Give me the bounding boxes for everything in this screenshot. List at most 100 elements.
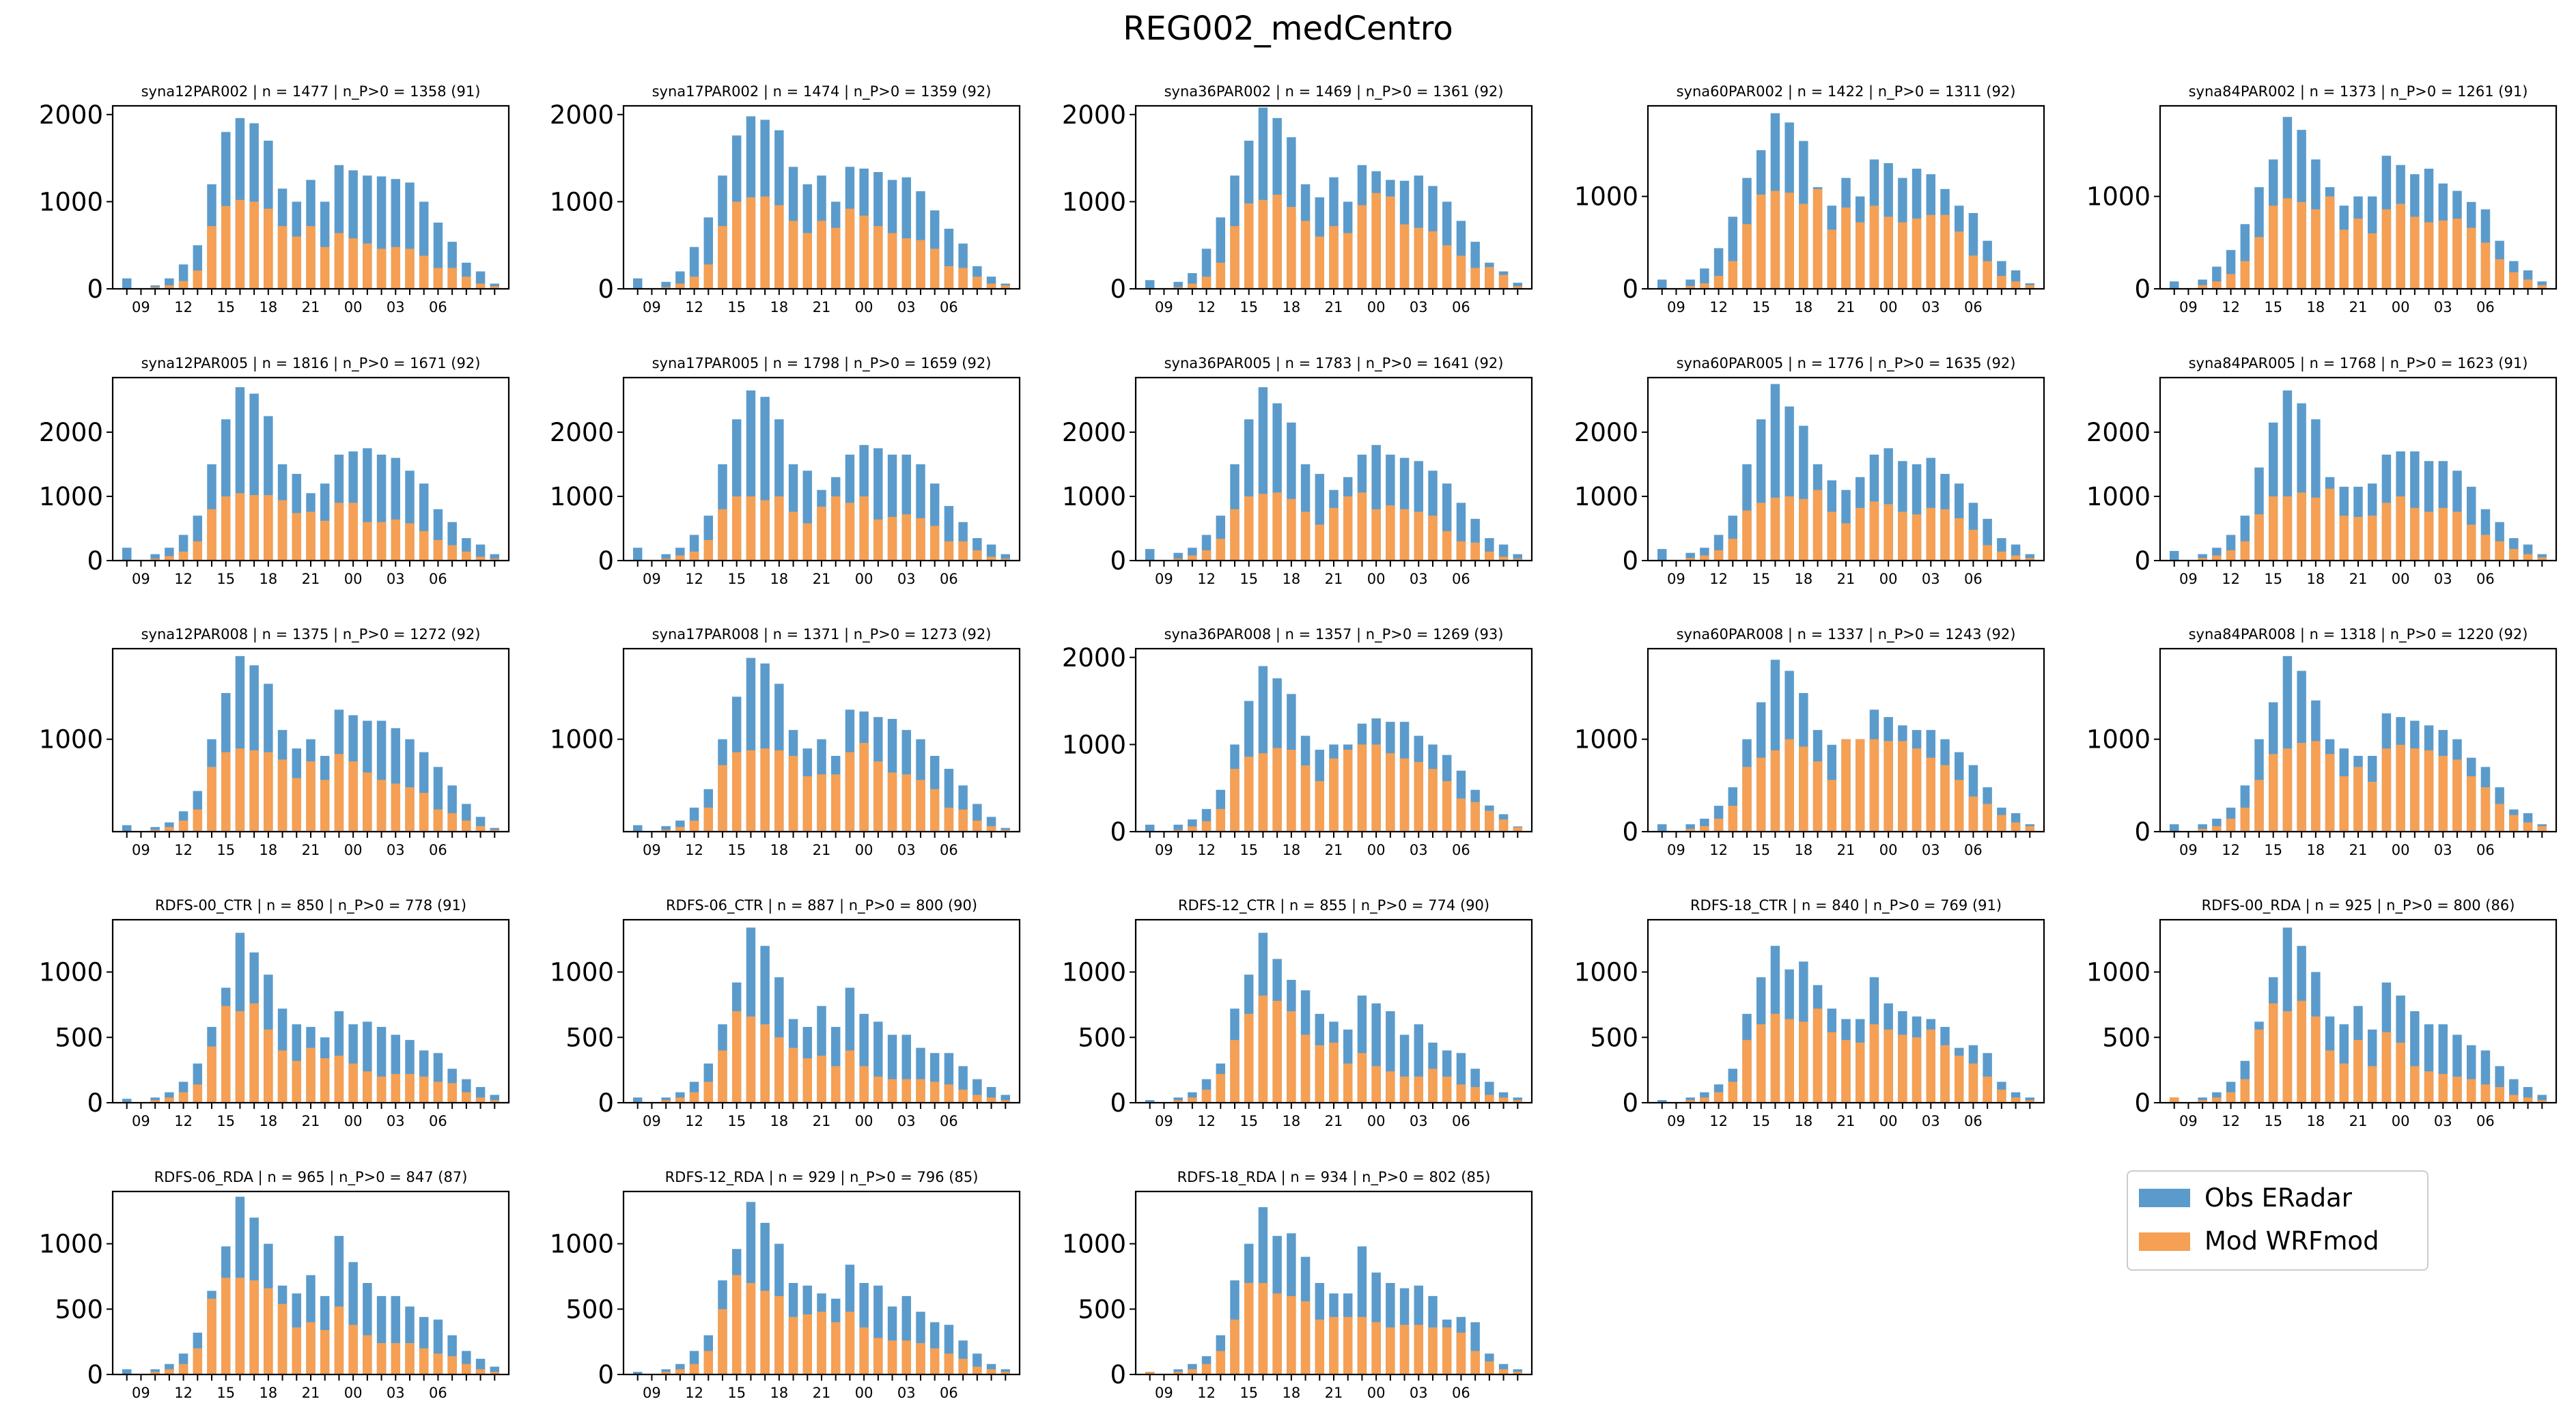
mod-bar <box>419 1348 429 1374</box>
x-tick-label: 12 <box>685 1113 703 1129</box>
mod-bar <box>1000 1100 1011 1103</box>
mod-bar <box>1386 196 1395 289</box>
subplot-title: syna36PAR008 | n = 1357 | n_P>0 = 1269 (… <box>1164 626 1504 643</box>
x-tick-label: 12 <box>685 1385 703 1401</box>
x-tick-label: 18 <box>1282 842 1300 858</box>
mod-bar <box>2367 233 2377 289</box>
mod-bar <box>2025 558 2035 561</box>
x-tick-label: 15 <box>1752 299 1770 315</box>
mod-bar <box>1884 504 1893 561</box>
mod-bar <box>675 283 685 289</box>
mod-bar <box>1884 741 1893 832</box>
mod-bar <box>830 496 841 561</box>
mod-bar <box>859 496 869 561</box>
x-tick-label: 06 <box>940 299 958 315</box>
mod-bar <box>1742 1040 1752 1103</box>
mod-bar <box>150 559 160 561</box>
x-tick-label: 12 <box>685 842 703 858</box>
mod-bar <box>760 196 770 289</box>
obs-bar <box>1513 554 1523 561</box>
mod-bar <box>788 511 798 561</box>
x-tick-label: 06 <box>1452 571 1470 587</box>
x-tick-label: 18 <box>1282 1113 1300 1129</box>
y-tick-label: 2000 <box>39 100 103 130</box>
y-tick-label: 500 <box>55 1295 103 1324</box>
mod-bar <box>320 1329 330 1374</box>
mod-bar <box>1912 748 1922 832</box>
mod-bar <box>320 520 330 561</box>
mod-bar <box>292 513 302 561</box>
x-tick-label: 12 <box>1709 571 1728 587</box>
mod-bar <box>348 1063 358 1103</box>
mod-bar <box>391 1073 401 1103</box>
obs-bar <box>632 1097 643 1103</box>
x-tick-label: 03 <box>1922 842 1940 858</box>
x-tick-label: 06 <box>1452 1113 1470 1129</box>
mod-bar <box>1456 1084 1466 1103</box>
mod-bar <box>958 1089 968 1103</box>
mod-bar <box>901 1079 912 1103</box>
mod-bar <box>334 1056 344 1103</box>
mod-bar <box>1258 199 1268 289</box>
obs-bar <box>1685 552 1695 561</box>
mod-bar <box>1287 1011 1296 1103</box>
x-tick-label: 06 <box>1964 1113 1983 1129</box>
mod-bar <box>292 236 302 289</box>
subplot: syna17PAR002 | n = 1474 | n_P>0 = 1359 (… <box>550 83 1021 315</box>
y-tick-label: 1000 <box>1062 187 1126 216</box>
mod-bar <box>1357 492 1367 561</box>
mod-bar <box>1173 1100 1183 1103</box>
mod-bar <box>901 774 912 832</box>
mod-bar <box>2466 227 2476 289</box>
mod-bar <box>1272 195 1282 289</box>
mod-bar <box>873 1338 883 1374</box>
mod-bar <box>1428 231 1438 289</box>
mod-bar <box>1997 1089 2006 1103</box>
mod-bar <box>873 761 883 832</box>
mod-bar <box>2452 759 2462 832</box>
mod-bar <box>433 1353 443 1374</box>
x-tick-label: 03 <box>897 1385 916 1401</box>
x-tick-label: 03 <box>2434 842 2452 858</box>
mod-bar <box>1954 1056 1964 1103</box>
x-tick-label: 21 <box>813 842 831 858</box>
obs-bar <box>2169 281 2179 289</box>
mod-bar <box>1329 1316 1339 1374</box>
mod-bar <box>2495 1087 2504 1103</box>
mod-bar <box>1485 551 1494 561</box>
mod-bar <box>2339 1063 2349 1103</box>
mod-bar <box>1841 1040 1851 1103</box>
x-tick-label: 06 <box>940 1385 958 1401</box>
x-tick-label: 00 <box>344 571 363 587</box>
mod-bar <box>178 820 188 832</box>
mod-bar <box>2011 555 2021 561</box>
subplot-title: syna36PAR002 | n = 1469 | n_P>0 = 1361 (… <box>1164 83 1504 100</box>
x-tick-label: 00 <box>344 1113 363 1129</box>
mod-bar <box>1386 1071 1395 1103</box>
mod-bar <box>1357 1316 1367 1374</box>
y-tick-label: 1000 <box>2086 182 2151 212</box>
mod-bar <box>2537 285 2547 289</box>
mod-bar <box>2509 549 2519 561</box>
obs-bar <box>1173 552 1183 561</box>
mod-bar <box>2339 776 2349 832</box>
obs-bar <box>632 1372 643 1374</box>
mod-bar <box>1399 224 1410 289</box>
x-tick-label: 12 <box>1197 299 1216 315</box>
mod-bar <box>2410 216 2420 289</box>
obs-bar <box>122 1369 132 1374</box>
mod-bar <box>447 545 457 561</box>
mod-bar <box>2509 272 2519 289</box>
subplot-title: syna84PAR008 | n = 1318 | n_P>0 = 1220 (… <box>2189 626 2528 643</box>
mod-bar <box>901 1340 912 1374</box>
mod-bar <box>334 1306 344 1374</box>
mod-bar <box>490 286 500 289</box>
mod-bar <box>320 246 330 289</box>
mod-bar <box>2495 541 2504 561</box>
x-tick-label: 12 <box>174 1113 193 1129</box>
mod-bar <box>774 1296 784 1374</box>
mod-bar <box>1470 1087 1480 1103</box>
mod-bar <box>405 523 415 561</box>
subplot: RDFS-18_CTR | n = 840 | n_P>0 = 769 (91)… <box>1574 897 2045 1129</box>
mod-bar <box>2325 488 2335 561</box>
